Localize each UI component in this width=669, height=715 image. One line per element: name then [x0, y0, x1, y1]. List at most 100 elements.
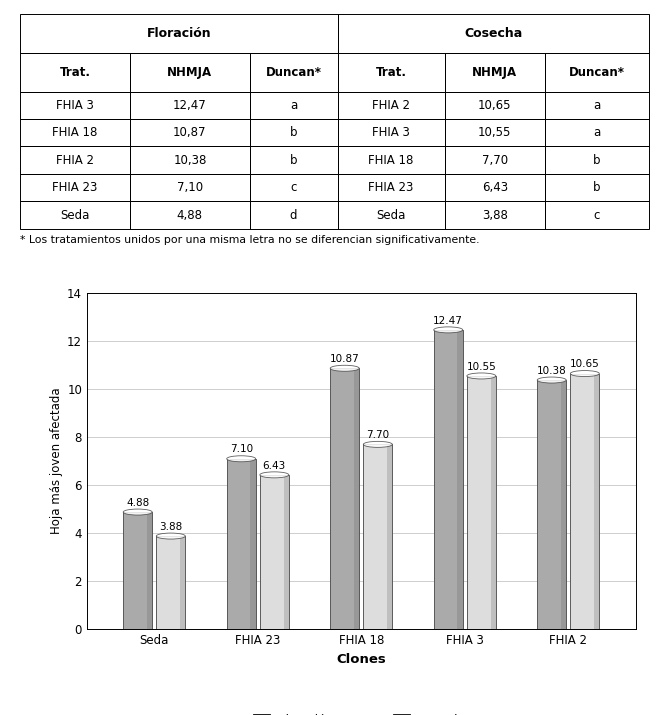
Bar [467, 376, 496, 629]
Text: FHIA 2: FHIA 2 [372, 99, 410, 112]
Bar [20, 147, 130, 174]
Bar [444, 119, 545, 147]
Bar [130, 174, 250, 202]
Bar [130, 147, 250, 174]
Text: b: b [593, 154, 601, 167]
Bar [458, 330, 463, 629]
Text: Cosecha: Cosecha [464, 27, 522, 40]
Text: FHIA 3: FHIA 3 [56, 99, 94, 112]
Text: 12.47: 12.47 [434, 315, 463, 325]
Ellipse shape [157, 533, 185, 539]
Text: b: b [593, 181, 601, 194]
Bar [250, 459, 256, 629]
Text: 3.88: 3.88 [159, 522, 183, 532]
Bar [387, 445, 392, 629]
Text: c: c [290, 181, 297, 194]
Bar [545, 92, 649, 119]
Bar [571, 373, 599, 629]
Text: 3,88: 3,88 [482, 209, 508, 222]
Text: 7.70: 7.70 [366, 430, 389, 440]
Text: 7.10: 7.10 [229, 445, 253, 455]
Text: FHIA 2: FHIA 2 [56, 154, 94, 167]
Text: 10,55: 10,55 [478, 127, 512, 139]
Bar [363, 445, 392, 629]
Bar [338, 92, 444, 119]
Bar [250, 92, 338, 119]
Bar [20, 92, 130, 119]
Text: Floración: Floración [147, 27, 211, 40]
Bar [338, 53, 444, 92]
Bar [444, 147, 545, 174]
Bar [260, 475, 289, 629]
Ellipse shape [363, 441, 392, 448]
Text: 12,47: 12,47 [173, 99, 207, 112]
Bar [545, 147, 649, 174]
Text: Seda: Seda [60, 209, 90, 222]
Bar [490, 376, 496, 629]
Text: Trat.: Trat. [60, 66, 90, 79]
Ellipse shape [330, 365, 359, 371]
Bar [545, 119, 649, 147]
Bar [444, 92, 545, 119]
X-axis label: Clones: Clones [337, 653, 386, 666]
Text: Seda: Seda [377, 209, 406, 222]
Bar [545, 53, 649, 92]
Ellipse shape [537, 377, 566, 383]
Bar [338, 14, 649, 53]
Text: 4.88: 4.88 [126, 498, 149, 508]
Text: 6.43: 6.43 [263, 460, 286, 470]
Text: Duncan*: Duncan* [266, 66, 322, 79]
Bar [20, 53, 130, 92]
Text: 7,70: 7,70 [482, 154, 508, 167]
Text: FHIA 23: FHIA 23 [369, 181, 414, 194]
Bar [537, 380, 566, 629]
Text: a: a [290, 99, 297, 112]
Text: 10,65: 10,65 [478, 99, 512, 112]
Ellipse shape [571, 370, 599, 377]
Ellipse shape [260, 472, 289, 478]
Bar [330, 368, 359, 629]
Bar [157, 536, 185, 629]
Bar [20, 174, 130, 202]
Bar [545, 202, 649, 229]
Bar [338, 147, 444, 174]
Bar [20, 119, 130, 147]
Text: 4,88: 4,88 [177, 209, 203, 222]
Bar [444, 174, 545, 202]
Text: 10.87: 10.87 [330, 354, 359, 364]
Text: a: a [593, 127, 601, 139]
Bar [434, 330, 463, 629]
Bar [250, 119, 338, 147]
Bar [338, 174, 444, 202]
Bar [123, 512, 152, 629]
Text: NHMJA: NHMJA [167, 66, 213, 79]
Bar [130, 119, 250, 147]
Text: d: d [290, 209, 298, 222]
Bar [545, 174, 649, 202]
Bar [444, 53, 545, 92]
Bar [20, 14, 338, 53]
Bar [130, 202, 250, 229]
Bar [130, 53, 250, 92]
Text: Duncan*: Duncan* [569, 66, 625, 79]
Ellipse shape [434, 327, 463, 333]
Bar [250, 53, 338, 92]
Text: 7,10: 7,10 [177, 181, 203, 194]
Text: 10.38: 10.38 [537, 365, 567, 375]
Bar [20, 202, 130, 229]
Bar [354, 368, 359, 629]
Text: b: b [290, 127, 298, 139]
Bar [444, 202, 545, 229]
Ellipse shape [227, 455, 256, 462]
Bar [147, 512, 152, 629]
Bar [338, 202, 444, 229]
Ellipse shape [467, 373, 496, 379]
Text: * Los tratamientos unidos por una misma letra no se diferencian significativamen: * Los tratamientos unidos por una misma … [20, 235, 480, 245]
Bar [284, 475, 289, 629]
Legend: Floración, Cosecha: Floración, Cosecha [248, 709, 474, 715]
Text: 6,43: 6,43 [482, 181, 508, 194]
Text: 10.65: 10.65 [570, 359, 599, 369]
Bar [227, 459, 256, 629]
Bar [338, 119, 444, 147]
Bar [594, 373, 599, 629]
